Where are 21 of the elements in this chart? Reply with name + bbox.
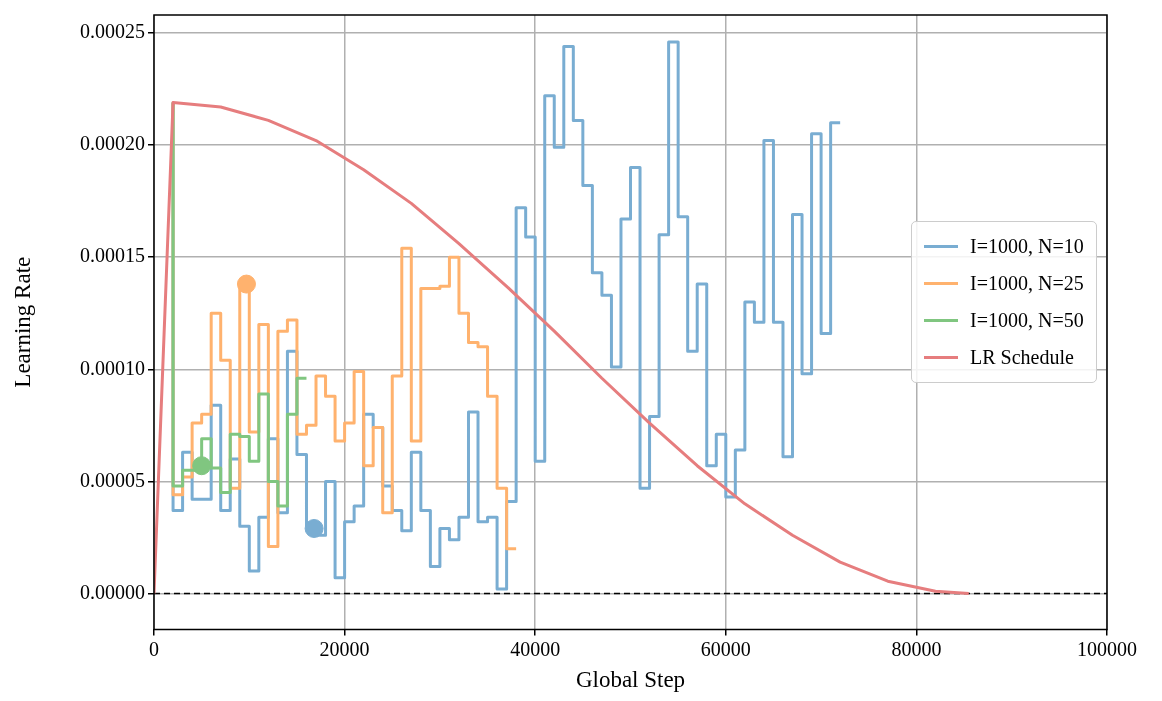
y-tick-label: 0.00000 [80,580,145,603]
legend-label: I=1000, N=25 [970,272,1084,296]
y-tick-label: 0.00005 [80,468,145,491]
y-tick-label: 0.00025 [80,20,145,43]
x-tick-label: 0 [149,637,159,660]
x-tick-label: 40000 [510,637,561,660]
x-tick-label: 20000 [319,637,370,660]
point [304,519,324,538]
legend-label: I=1000, N=50 [970,309,1084,333]
y-tick-label: 0.00010 [80,356,145,379]
y-tick-label: 0.00020 [80,132,145,155]
x-tick-label: 80000 [891,637,942,660]
point [192,456,212,476]
x-tick-label: 60000 [700,637,751,660]
x-axis-title: Global Step [575,667,686,693]
legend-label: I=1000, N=10 [970,235,1084,259]
point [236,274,256,294]
legend-label: LR Schedule [970,346,1074,370]
y-tick-label: 0.00015 [80,244,145,267]
x-tick-label: 100000 [1077,637,1137,660]
y-axis-title: Learning Rate [9,256,35,388]
